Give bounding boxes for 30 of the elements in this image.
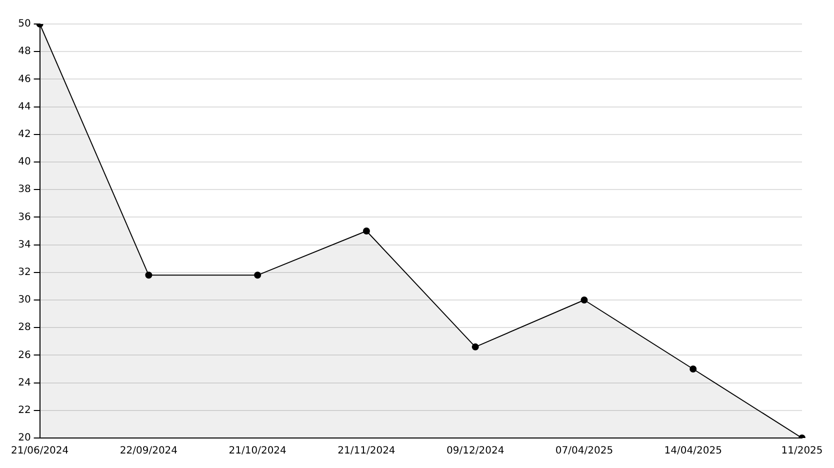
- y-tick-label: 20: [18, 432, 31, 444]
- x-tick-label: 07/04/2025: [555, 446, 614, 457]
- y-tick-label: 26: [18, 350, 31, 361]
- y-tick-label: 42: [18, 128, 31, 140]
- y-tick-label: 34: [18, 239, 31, 250]
- x-tick-label: 11/2025: [781, 446, 823, 457]
- y-tick-label: 36: [18, 212, 31, 223]
- x-tick-label: 14/04/2025: [664, 446, 722, 457]
- y-tick-label: 28: [18, 322, 31, 334]
- point: [690, 366, 697, 372]
- y-tick-label: 40: [18, 156, 31, 168]
- point: [472, 343, 479, 350]
- x-tick-label: 21/10/2024: [228, 446, 286, 457]
- point: [362, 228, 370, 234]
- x-tick-label: 22/09/2024: [120, 446, 178, 457]
- y-tick-label: 46: [18, 74, 31, 85]
- y-tick-label: 30: [18, 294, 31, 306]
- y-tick-label: 48: [18, 46, 31, 58]
- y-tick-label: 50: [18, 18, 31, 30]
- point: [145, 272, 152, 279]
- point: [254, 272, 262, 279]
- point: [580, 296, 588, 304]
- x-tick-label: 09/12/2024: [446, 446, 504, 457]
- y-tick-label: 32: [18, 266, 31, 278]
- x-tick-label: 21/06/2024: [11, 446, 69, 457]
- y-tick-label: 38: [18, 184, 31, 196]
- y-tick-label: 22: [18, 404, 31, 416]
- y-tick-label: 44: [18, 101, 31, 112]
- y-tick-label: 24: [18, 377, 31, 388]
- x-tick-label: 21/11/2024: [338, 446, 396, 457]
